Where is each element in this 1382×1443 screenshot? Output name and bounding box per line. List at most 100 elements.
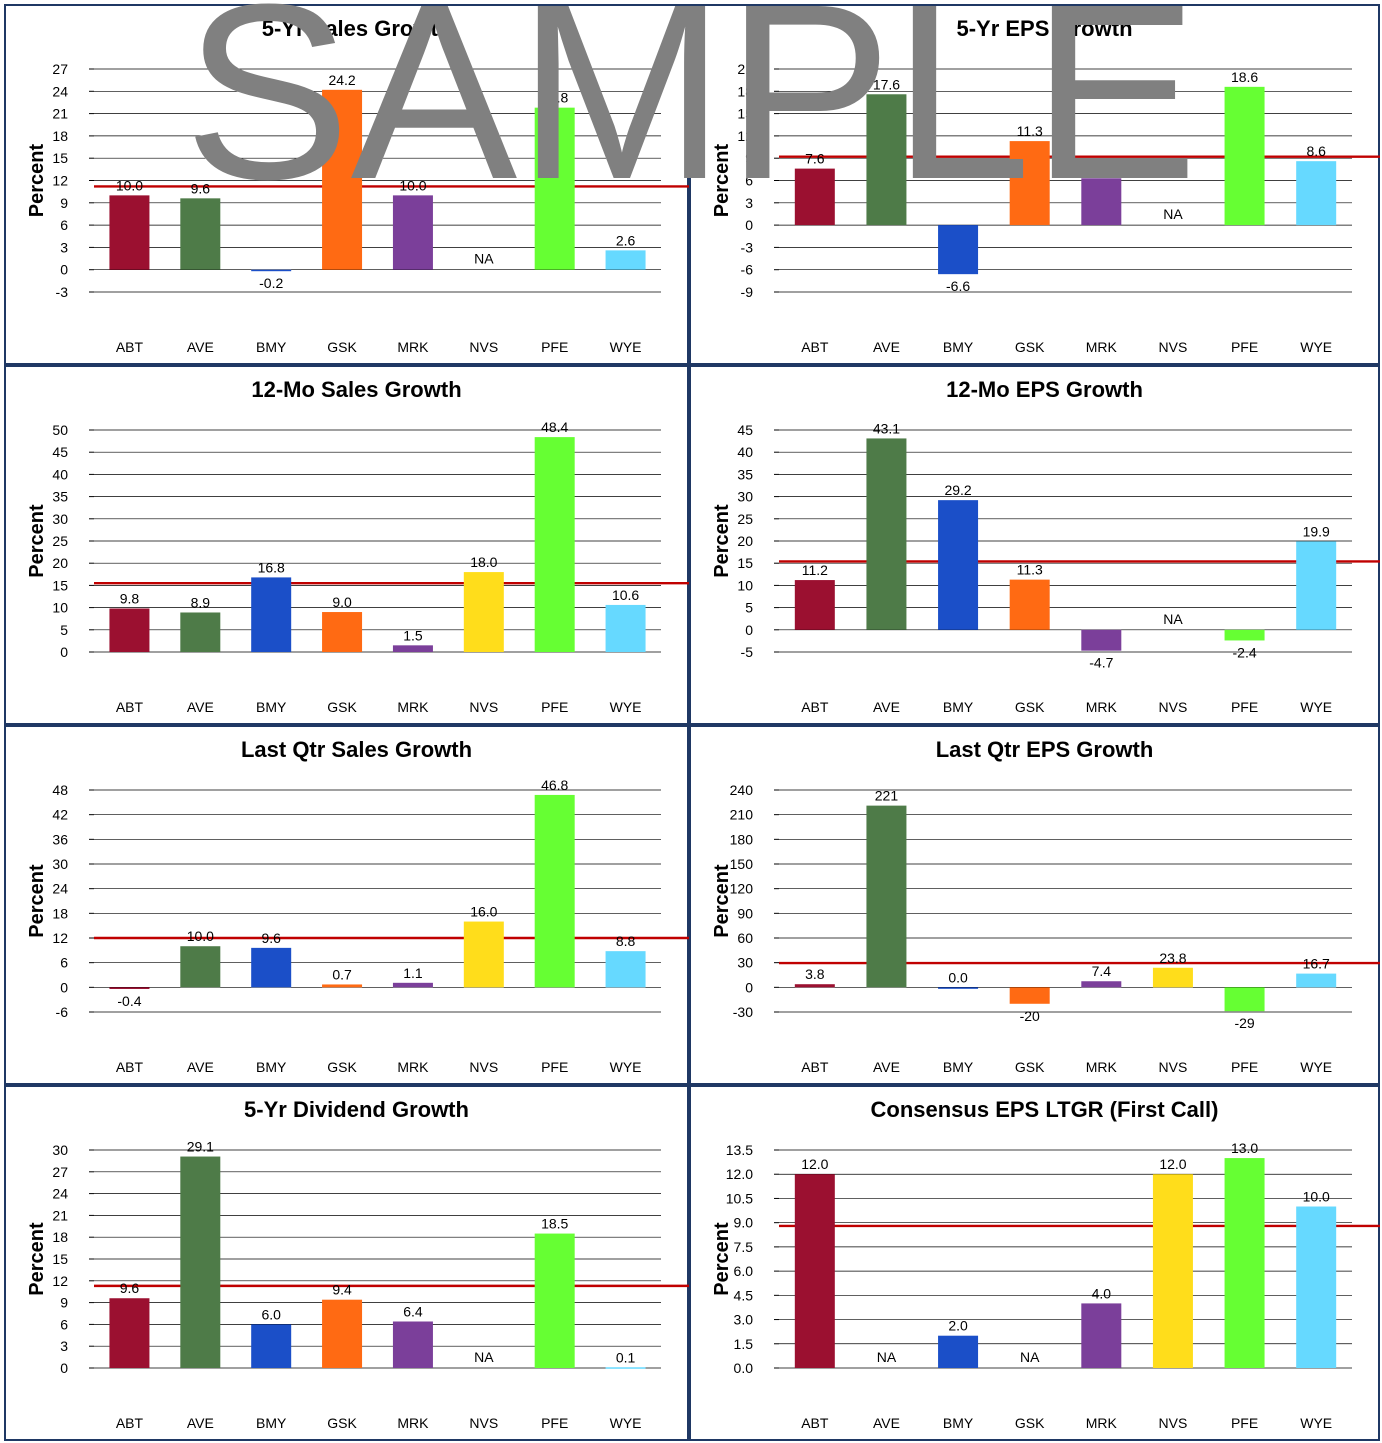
data-label: 0.0: [948, 969, 968, 985]
bar-bmy: [251, 1324, 292, 1368]
bar-wye: [605, 1367, 646, 1369]
x-tick-label: ABT: [116, 1059, 144, 1075]
y-tick-label: 15: [737, 106, 753, 122]
chart-panel: 12-Mo EPS Growth Percent -5 0 5 10 15 20 25 30 35 4…: [689, 365, 1380, 725]
y-tick-label: 42: [52, 807, 68, 823]
y-tick-label: 3: [60, 1338, 68, 1354]
x-tick-label: ABT: [801, 1059, 829, 1075]
y-tick-label: 12: [52, 173, 68, 189]
data-label: 11.3: [1017, 123, 1043, 139]
x-tick-label: GSK: [1015, 339, 1045, 355]
y-tick-label: 0.0: [734, 1360, 754, 1376]
x-tick-label: AVE: [873, 1415, 900, 1431]
bar-pfe: [534, 437, 575, 652]
data-label: 1.5: [403, 627, 423, 643]
data-label: 9.0: [332, 594, 352, 610]
data-label: 8.8: [616, 933, 636, 949]
bar-nvs: [1152, 967, 1193, 988]
chart-svg: Consensus EPS LTGR (First Call) Percent 0.…: [711, 1097, 1380, 1431]
y-tick-label: 48: [52, 782, 68, 798]
x-tick-label: MRK: [1086, 1415, 1118, 1431]
y-tick-label: 240: [730, 782, 754, 798]
y-tick-label: 40: [52, 466, 68, 482]
data-label: 24.2: [328, 72, 355, 88]
y-tick-label: -3: [56, 284, 69, 300]
data-label: 12.0: [801, 1156, 828, 1172]
y-tick-label: 3.0: [734, 1312, 754, 1328]
bar-mrk: [1081, 178, 1122, 226]
bar-ave: [866, 438, 907, 630]
chart-title: 12-Mo EPS Growth: [946, 377, 1143, 402]
data-label: 0.1: [616, 1349, 636, 1365]
bar-wye: [605, 951, 646, 988]
y-tick-label: 9: [60, 1295, 68, 1311]
chart-svg: 5-Yr Sales Growth Percent -3 0 3 6 9 12 15 18 21 24…: [26, 16, 689, 355]
x-tick-label: PFE: [1231, 1415, 1258, 1431]
y-tick-label: 35: [52, 489, 68, 505]
chart-title: 5-Yr EPS Growth: [956, 16, 1132, 41]
bar-mrk: [1081, 981, 1122, 988]
data-label: 17.6: [873, 76, 900, 92]
bar-ave: [180, 946, 221, 988]
bar-wye: [1296, 973, 1337, 988]
y-tick-label: 12: [52, 930, 68, 946]
bar-bmy: [251, 947, 292, 988]
data-label: -2.4: [1233, 644, 1257, 660]
data-label: 29.2: [944, 482, 971, 498]
x-tick-label: GSK: [1015, 699, 1045, 715]
y-tick-label: 30: [52, 511, 68, 527]
x-tick-label: PFE: [1231, 699, 1258, 715]
bar-ave: [180, 1156, 221, 1368]
data-label: 12.0: [1159, 1156, 1186, 1172]
data-label: 46.8: [541, 777, 568, 793]
y-tick-label: 5: [60, 622, 68, 638]
y-tick-label: 10: [52, 600, 68, 616]
y-tick-label: 150: [730, 856, 754, 872]
chart-title: Last Qtr Sales Growth: [241, 737, 472, 762]
x-tick-label: GSK: [327, 699, 357, 715]
x-tick-label: GSK: [327, 1059, 357, 1075]
y-tick-label: 15: [52, 150, 68, 166]
y-tick-label: 90: [737, 905, 753, 921]
x-tick-label: AVE: [187, 1415, 214, 1431]
chart-title: 5-Yr Dividend Growth: [244, 1097, 469, 1122]
y-tick-label: 45: [737, 422, 753, 438]
y-tick-label: 20: [52, 555, 68, 571]
bar-pfe: [534, 794, 575, 988]
bar-pfe: [1224, 629, 1265, 641]
chart-svg: 12-Mo EPS Growth Percent -5 0 5 10 15 20 25 30 35 4…: [711, 377, 1380, 715]
bar-pfe: [1224, 987, 1265, 1012]
y-axis-label: Percent: [711, 864, 733, 938]
bar-abt: [794, 580, 835, 630]
bar-bmy: [938, 500, 979, 630]
x-tick-label: NVS: [469, 1415, 498, 1431]
bar-pfe: [1224, 86, 1265, 226]
chart-panel: Last Qtr Sales Growth Percent -6 0 6 12 18 24 30…: [4, 725, 689, 1085]
bar-ave: [180, 198, 221, 270]
y-axis-label: Percent: [711, 143, 733, 217]
y-tick-label: 36: [52, 831, 68, 847]
chart-panel: 5-Yr Dividend Growth Percent 0 3 6 9 12 15 18 21 2…: [4, 1085, 689, 1441]
y-tick-label: 0: [60, 644, 68, 660]
data-label: 0.7: [332, 966, 352, 982]
bar-abt: [109, 987, 150, 989]
data-label: NA: [1163, 611, 1183, 627]
y-tick-label: 45: [52, 444, 68, 460]
y-tick-label: -3: [741, 239, 754, 255]
x-tick-label: NVS: [1159, 1059, 1188, 1075]
bar-wye: [1296, 161, 1337, 226]
data-label: 11.2: [802, 562, 828, 578]
data-label: 7.4: [1092, 963, 1112, 979]
y-tick-label: 0: [60, 1360, 68, 1376]
y-tick-label: 1.5: [734, 1336, 754, 1352]
data-label: 21.8: [541, 90, 568, 106]
y-tick-label: 120: [730, 881, 754, 897]
data-label: NA: [474, 251, 494, 267]
x-tick-label: GSK: [1015, 1059, 1045, 1075]
data-label: 10.0: [1303, 1189, 1330, 1205]
bar-gsk: [1009, 987, 1050, 1004]
y-tick-label: 18: [52, 128, 68, 144]
y-tick-label: 18: [52, 1229, 68, 1245]
data-label: 9.6: [120, 1280, 140, 1296]
x-tick-label: WYE: [610, 1415, 642, 1431]
